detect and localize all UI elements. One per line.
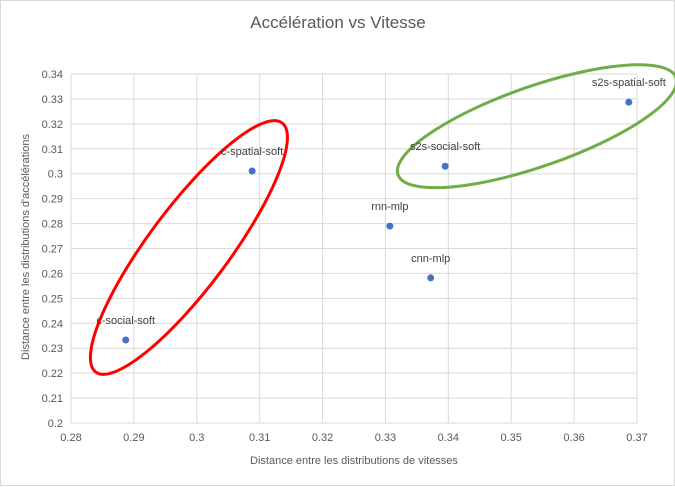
- x-tick-label: 0.37: [626, 432, 647, 444]
- x-tick-label: 0.33: [375, 432, 396, 444]
- y-tick-label: 0.24: [42, 318, 63, 330]
- y-tick-label: 0.29: [42, 194, 63, 206]
- y-tick-label: 0.3: [48, 169, 63, 181]
- y-tick-label: 0.23: [42, 343, 63, 355]
- x-tick-label: 0.36: [563, 432, 584, 444]
- x-tick-label: 0.31: [249, 432, 270, 444]
- y-tick-label: 0.32: [42, 119, 63, 131]
- y-tick-label: 0.25: [42, 293, 63, 305]
- data-label-c-social-soft: c-social-soft: [96, 315, 155, 327]
- data-label-c-spatial-soft: c-spatial-soft: [221, 146, 283, 158]
- y-tick-label: 0.21: [42, 393, 63, 405]
- chart-title: Accélération vs Vitesse: [250, 13, 425, 32]
- data-label-cnn-mlp: cnn-mlp: [411, 253, 450, 265]
- x-tick-label: 0.3: [189, 432, 204, 444]
- y-tick-label: 0.33: [42, 94, 63, 106]
- data-points: c-social-soft c-spatial-soft rnn-mlp cnn-ml…: [96, 77, 666, 344]
- x-axis-label: Distance entre les distributions de vite…: [250, 455, 458, 467]
- data-label-s2s-social-soft: s2s-social-soft: [410, 141, 480, 153]
- y-tick-label: 0.22: [42, 368, 63, 380]
- x-tick-label: 0.35: [501, 432, 522, 444]
- data-label-s2s-spatial-soft: s2s-spatial-soft: [592, 77, 666, 89]
- data-point-c-spatial-soft: [248, 167, 256, 175]
- data-label-rnn-mlp: rnn-mlp: [371, 201, 408, 213]
- data-point-s2s-spatial-soft: [625, 98, 633, 106]
- data-point-cnn-mlp: [427, 274, 435, 282]
- gridlines: [70, 73, 638, 424]
- x-tick-label: 0.34: [438, 432, 459, 444]
- annotation-ellipse-2: [395, 63, 675, 190]
- y-tick-label: 0.26: [42, 268, 63, 280]
- y-tick-label: 0.34: [42, 69, 63, 81]
- y-axis-label: Distance entre les distributions d'accél…: [20, 134, 32, 360]
- y-tick-label: 0.28: [42, 219, 63, 231]
- x-tick-label: 0.28: [60, 432, 81, 444]
- x-tick-label: 0.29: [123, 432, 144, 444]
- data-point-c-social-soft: [122, 336, 130, 344]
- y-tick-label: 0.2: [48, 418, 63, 430]
- x-tick-label: 0.32: [312, 432, 333, 444]
- y-tick-label: 0.27: [42, 244, 63, 256]
- x-axis-ticks: 0.28 0.29 0.3 0.31 0.32 0.33 0.34 0.35 0.36 0.37: [60, 432, 647, 444]
- y-tick-label: 0.31: [42, 144, 63, 156]
- y-axis-ticks: 0.2 0.21 0.22 0.23 0.24 0.25 0.26 0.27 0.28 0.29 0…: [42, 69, 63, 430]
- annotation-ellipse-1: [88, 119, 289, 376]
- annotation-ellipses: [88, 63, 675, 376]
- data-point-rnn-mlp: [386, 222, 394, 230]
- data-point-s2s-social-soft: [441, 162, 449, 170]
